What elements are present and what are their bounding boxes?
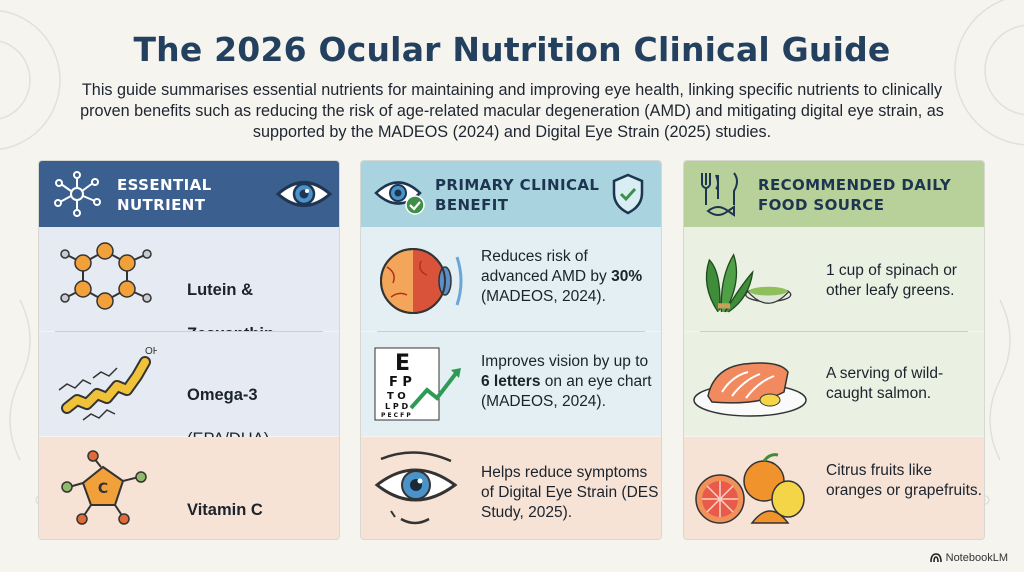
eye-chart-letter-row-4: L P D [385,402,409,411]
shield-check-icon [612,173,644,215]
eye-chart-icon: E F P T O L P D P E C F P [374,347,461,421]
eye-chart-letter-row-2: F P [389,375,412,390]
spinach-icon [705,253,792,313]
eye-chart-letter-row-1: E [395,351,410,376]
food-row-spinach: 1 cup of spinach or other leafy greens. [684,227,984,331]
nutrient-row-vitamin-c: C Vitamin C [39,437,339,539]
food-row-salmon: A serving of wild-caught salmon. [684,332,984,436]
benefit-vision-pre: Improves vision by up to [481,353,649,370]
food-text-salmon: A serving of wild-caught salmon. [826,365,944,402]
intro-paragraph: This guide summarises essential nutrient… [80,81,944,141]
molecule-icon [54,171,101,217]
nutrient-column-title: ESSENTIAL NUTRIENT [117,176,212,214]
nutrient-name-vitamin-c: Vitamin C [187,477,263,521]
eye-chart-letter-row-5: P E C F P [381,412,411,419]
brand-name: NotebookLM [945,552,1008,564]
food-row-citrus: Citrus fruits like oranges or grapefruit… [684,437,984,539]
vitamin-c-symbol: C [98,481,108,497]
benefit-column-title: PRIMARY CLINICAL BENEFIT [435,176,600,214]
nutrient-name-lutein-line1: Lutein & [187,281,253,299]
benefit-amd-bold: 30% [611,268,643,285]
benefit-text-amd: Reduces risk of advanced AMD by 30% (MAD… [481,247,659,307]
food-column-title: RECOMMENDED DAILY FOOD SOURCE [758,176,952,214]
page-title: The 2026 Ocular Nutrition Clinical Guide [133,30,891,69]
benefit-text-vision: Improves vision by up to 6 letters on an… [481,352,659,412]
lutein-molecule-icon [60,242,152,310]
food-text-citrus: Citrus fruits like oranges or grapefruit… [826,462,982,499]
food-column: RECOMMENDED DAILY FOOD SOURCE 1 cup of s… [683,160,985,540]
benefit-amd-post: (MADEOS, 2024). [481,288,606,305]
nutrient-row-lutein: Lutein & Zeaxanthin [39,227,339,343]
food-text-spinach: 1 cup of spinach or other leafy greens. [826,262,957,299]
relaxed-eye-icon [374,451,458,525]
eye-icon [275,181,333,207]
nutrient-column: ESSENTIAL NUTRIENT [38,160,340,540]
nutrient-name-omega3-line1: Omega-3 [187,386,258,404]
row-divider [55,331,323,332]
nutrient-row-omega3: OH Omega-3 (EPA/DHA) [39,332,339,448]
benefit-row-des: Helps reduce symptoms of Digital Eye Str… [361,437,661,539]
utensils-fish-icon [701,172,738,217]
benefit-column-header: PRIMARY CLINICAL BENEFIT [361,161,661,227]
notebooklm-logo-icon [929,553,942,563]
row-divider [377,331,645,332]
benefit-row-amd: Reduces risk of advanced AMD by 30% (MAD… [361,227,661,331]
benefit-amd-pre: Reduces risk of advanced AMD by [481,248,612,285]
benefit-column: PRIMARY CLINICAL BENEFIT Reduces risk of… [360,160,662,540]
benefit-vision-bold: 6 letters [481,373,541,390]
benefit-vision-post: on an eye chart (MADEOS, 2024). [481,373,652,410]
benefit-row-vision: E F P T O L P D P E C F P Improves visio… [361,332,661,436]
omega3-oh-label: OH [145,346,157,357]
eyeball-anatomy-icon [380,248,463,314]
nutrient-name-vitamin-c-line1: Vitamin C [187,501,263,519]
eye-chart-letter-row-3: T O [387,391,406,402]
eye-check-icon [374,181,425,215]
brand-badge: NotebookLM [929,552,1008,564]
food-column-header: RECOMMENDED DAILY FOOD SOURCE [684,161,984,227]
omega3-chain-icon: OH [58,346,157,421]
citrus-icon [695,453,805,524]
benefit-text-des: Helps reduce symptoms of Digital Eye Str… [481,464,659,521]
vitamin-c-molecule-icon: C [61,450,147,525]
salmon-icon [693,362,807,417]
nutrient-column-header: ESSENTIAL NUTRIENT [39,161,339,227]
row-divider [700,331,968,332]
